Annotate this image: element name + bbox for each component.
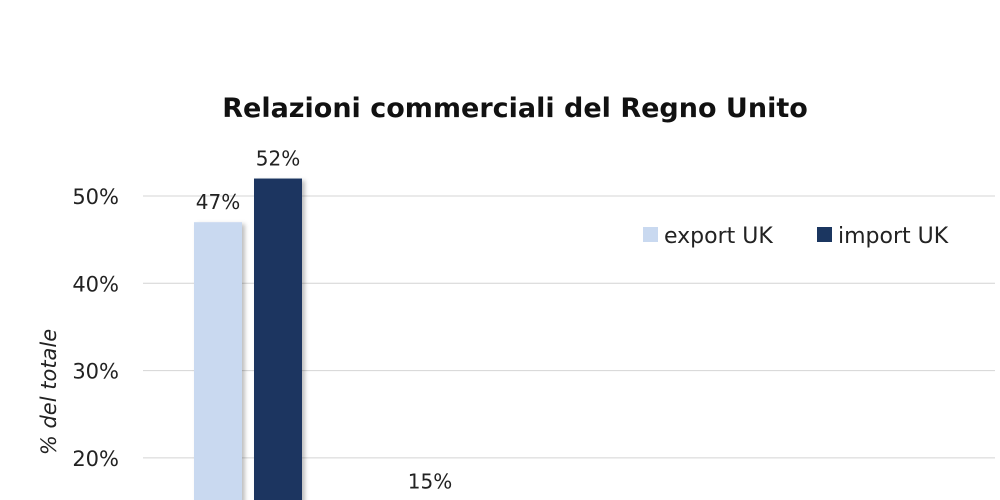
bars xyxy=(194,178,302,500)
y-axis-label: % del totale xyxy=(37,329,61,455)
bar-import-uk-0 xyxy=(254,178,302,500)
chart-title: Relazioni commerciali del Regno Unito xyxy=(222,93,808,124)
y-tick-label: 30% xyxy=(72,360,119,384)
bar-export-uk-0 xyxy=(194,222,242,500)
legend-label: import UK xyxy=(838,224,949,249)
data-label: 47% xyxy=(196,190,240,214)
legend-swatch xyxy=(817,227,832,242)
legend-swatch xyxy=(643,227,658,242)
legend: export UK import UK xyxy=(643,224,949,249)
y-tick-label: 20% xyxy=(72,447,119,471)
y-tick-label: 50% xyxy=(72,185,119,209)
data-labels: 47% 52% 15% xyxy=(196,147,452,494)
y-tick-label: 40% xyxy=(72,272,119,296)
data-label: 15% xyxy=(408,470,452,494)
y-axis-ticks: 20% 30% 40% 50% xyxy=(72,185,119,471)
data-label: 52% xyxy=(256,147,300,171)
legend-label: export UK xyxy=(664,224,773,249)
